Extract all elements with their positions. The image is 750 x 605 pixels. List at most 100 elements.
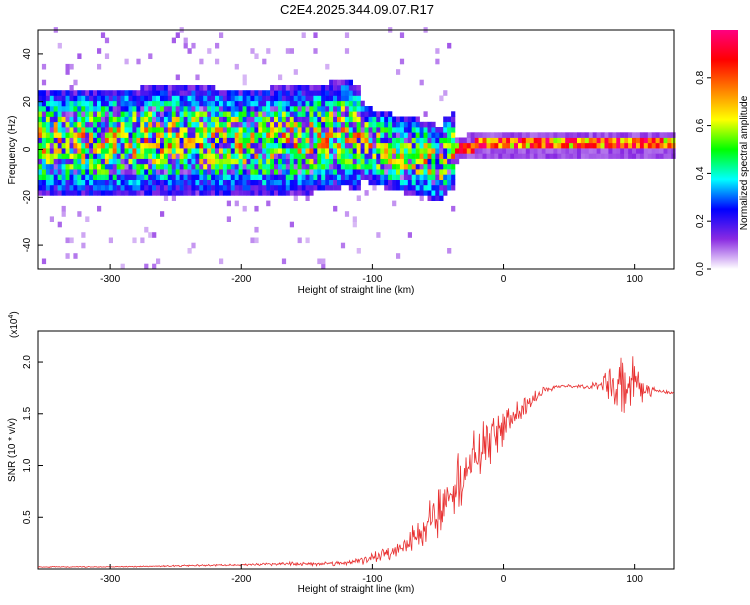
- spectrogram-cell: [415, 153, 420, 159]
- spectrogram-cell: [104, 37, 110, 44]
- spectrogram-cell: [588, 142, 593, 149]
- spectrogram-cell: [274, 174, 279, 180]
- spectrogram-cell: [187, 127, 192, 133]
- spectrogram-cell: [187, 111, 192, 117]
- spectrogram-cell: [529, 137, 534, 144]
- spectrogram-cell: [529, 153, 534, 159]
- spectrogram-cell: [242, 148, 247, 154]
- spectrogram-cell: [140, 111, 145, 117]
- spectrogram-cell: [89, 190, 94, 196]
- spectrogram-cell: [254, 137, 259, 144]
- spectrogram-cell: [183, 184, 188, 191]
- spectrogram-cell: [659, 148, 664, 154]
- spectrogram-cell: [124, 121, 129, 128]
- spectrogram-cell: [281, 116, 287, 123]
- spectrogram-cell: [128, 169, 133, 175]
- spectrogram-cell: [561, 142, 566, 149]
- spectrogram-cell: [344, 148, 350, 154]
- spectrogram-cell: [242, 184, 247, 191]
- spectrogram-cell: [384, 153, 389, 159]
- spectrogram-cell: [325, 158, 330, 165]
- spectrogram-cell: [348, 90, 353, 96]
- spectrogram-cell: [592, 153, 597, 159]
- spectrogram-cell: [344, 179, 350, 186]
- spectrogram-cell: [506, 142, 511, 149]
- colorbar-bar: [711, 30, 738, 269]
- spectrogram-cell: [525, 153, 530, 159]
- spectrogram-cell: [419, 79, 424, 86]
- spectrogram-cell: [486, 153, 491, 159]
- spectrogram-cell: [360, 148, 365, 154]
- spectrogram-cell: [258, 121, 263, 128]
- spectrogram-cell: [136, 132, 141, 138]
- spectrogram-cell: [152, 263, 157, 270]
- spectrogram-cell: [325, 142, 330, 149]
- spectrogram-cell: [116, 179, 121, 186]
- spectrogram-cell: [348, 148, 353, 154]
- spectrogram-cell: [274, 90, 279, 96]
- spectrogram-cell: [293, 190, 298, 196]
- spectrogram-cell: [333, 111, 338, 117]
- spectrogram-cell: [266, 95, 271, 102]
- spectrogram-cell: [246, 106, 251, 112]
- spectrogram-cell: [183, 169, 188, 175]
- spectrogram-cell: [396, 69, 401, 75]
- spectrogram-cell: [93, 95, 98, 102]
- spectrogram-cell: [219, 179, 224, 186]
- spectrogram-cell: [407, 232, 412, 238]
- spectrogram-cell: [124, 132, 129, 138]
- spectrogram-cell: [199, 184, 204, 191]
- spectrogram-cell: [57, 127, 62, 133]
- spectrogram-cell: [108, 142, 113, 149]
- spectrogram-cell: [234, 142, 239, 149]
- spectrogram-cell: [128, 142, 133, 149]
- spectrogram-cell: [175, 85, 180, 91]
- spectrogram-cell: [372, 121, 377, 128]
- spectrogram-cell: [57, 163, 62, 170]
- spectrogram-cell: [187, 137, 192, 144]
- spectrogram-cell: [337, 148, 342, 154]
- spectrogram-cell: [549, 132, 554, 138]
- spectrogram-cell: [321, 137, 326, 144]
- spectrogram-cell: [258, 137, 263, 144]
- spectrogram-cell: [179, 153, 184, 159]
- spectrogram-cell: [340, 158, 346, 165]
- spectrogram-cell: [61, 106, 66, 112]
- spectrogram-cell: [132, 190, 137, 196]
- spectrogram-cell: [427, 169, 432, 175]
- spectrogram-cell: [321, 169, 326, 175]
- spectrogram-cell: [415, 127, 420, 133]
- spectrogram-cell: [553, 132, 558, 138]
- spectrogram-cell: [384, 111, 389, 117]
- spectrogram-cell: [305, 153, 310, 159]
- spectrogram-cell: [584, 137, 589, 144]
- spectrogram-cell: [238, 132, 243, 138]
- spectrogram-cell: [160, 211, 165, 217]
- spectrogram-cell: [372, 184, 377, 191]
- spectrogram-cell: [45, 137, 51, 144]
- spectrogram-cell: [199, 158, 204, 165]
- spectrogram-cell: [179, 184, 184, 191]
- spectrogram-cell: [211, 174, 216, 180]
- spectrogram-cell: [348, 100, 353, 107]
- spectrogram-cell: [187, 184, 192, 191]
- spectrogram-cell: [136, 174, 141, 180]
- spectrogram-cell: [478, 137, 483, 144]
- spectrogram-cell: [274, 132, 279, 138]
- spectrogram-cell: [285, 174, 290, 180]
- spectrogram-cell: [89, 95, 94, 102]
- spectrogram-cell: [352, 116, 357, 123]
- spectrogram-cell: [667, 132, 672, 138]
- spectrogram-cell: [321, 184, 326, 191]
- spectrogram-cell: [215, 42, 220, 49]
- spectrogram-cell: [325, 137, 330, 144]
- spectrogram-cell: [423, 179, 428, 186]
- spectrogram-cell: [297, 148, 302, 154]
- spectrogram-cell: [667, 153, 672, 159]
- spectrogram-cell: [112, 158, 117, 165]
- spectrogram-cell: [104, 137, 110, 144]
- spectrogram-cell: [57, 221, 62, 228]
- spectrogram-cell: [77, 174, 82, 180]
- spectrogram-cell: [49, 179, 54, 186]
- spectrogram-cell: [317, 148, 322, 154]
